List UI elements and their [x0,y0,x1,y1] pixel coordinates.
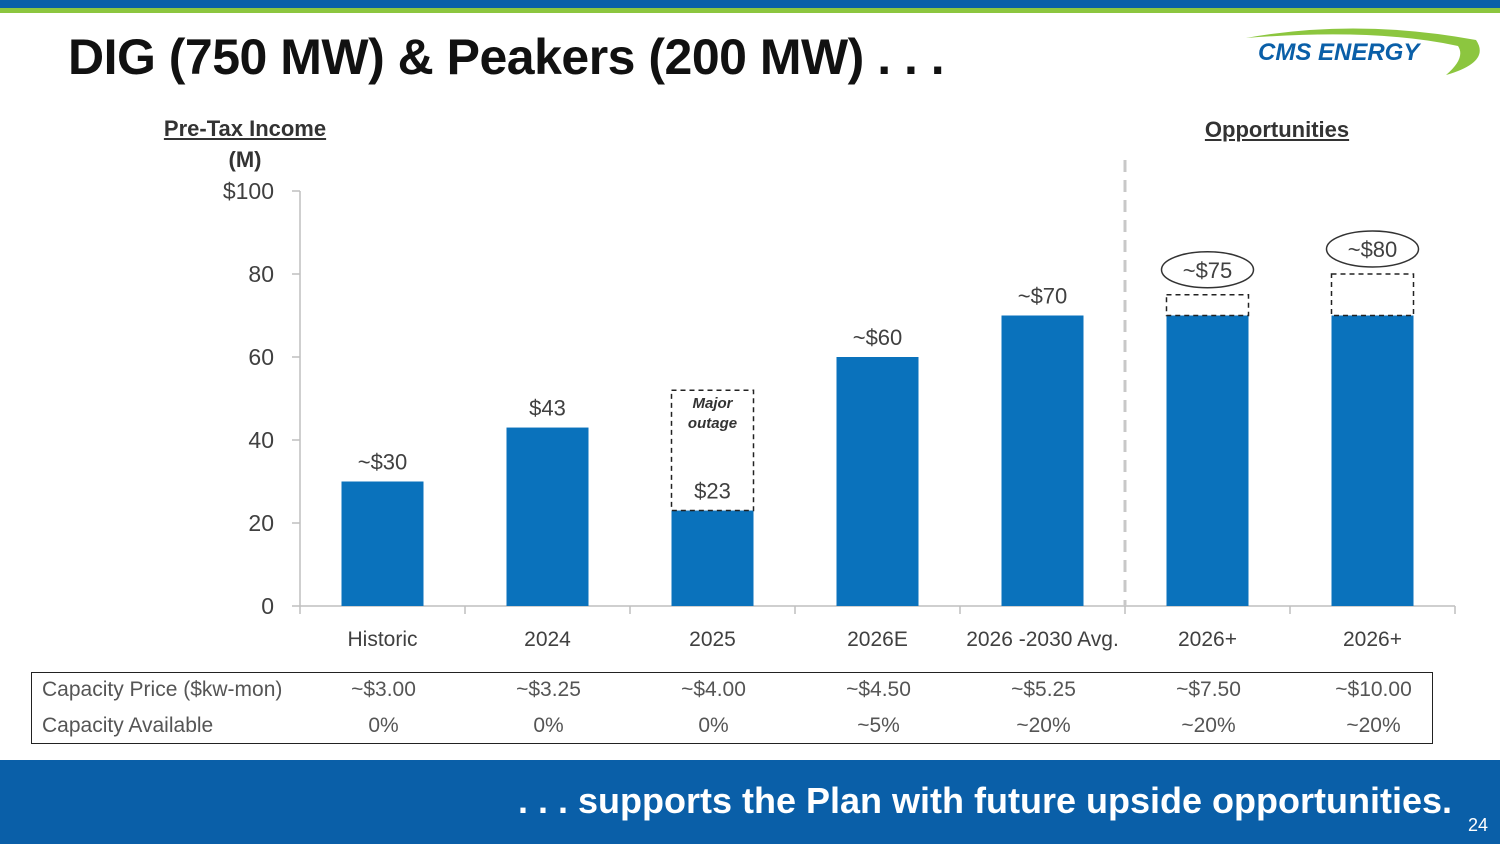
data-label: ~$75 [1183,258,1233,283]
cms-energy-logo: CMS ENERGY [1246,28,1480,76]
capacity-cell: ~20% [1181,714,1236,737]
x-tick-label: Historic [347,628,417,651]
capacity-cell: ~$4.50 [846,678,911,701]
top-accent-stripe [0,8,1500,13]
capacity-table: Capacity Price ($kw-mon) ~$3.00 ~$3.25 ~$4.… [31,672,1433,744]
bar [1166,315,1249,606]
outage-annotation: outage [688,415,737,432]
page-title: DIG (750 MW) & Peakers (200 MW) . . . [68,29,945,85]
capacity-cell: ~$3.25 [516,678,581,701]
capacity-cell: ~$7.50 [1176,678,1241,701]
capacity-cell: ~20% [1346,714,1401,737]
bar [341,481,424,606]
capacity-cell: ~$4.00 [681,678,746,701]
capacity-cell: ~$3.00 [351,678,416,701]
capacity-cell: ~$10.00 [1335,678,1412,701]
outage-annotation: Major [692,395,733,412]
capacity-row-label: Capacity Price ($kw-mon) [42,678,283,701]
upside-box [1330,273,1415,317]
capacity-row-label: Capacity Available [42,714,214,737]
major-outage-box [670,389,755,512]
x-tick-label: 2024 [524,628,571,651]
page-number: 24 [1467,815,1488,835]
y-axis-heading: Pre-Tax Income (M) [145,113,345,175]
data-label: ~$80 [1348,237,1398,262]
upside-box [1165,294,1250,317]
capacity-cell: ~20% [1016,714,1071,737]
capacity-cell: ~$5.25 [1011,678,1076,701]
data-label: ~$60 [853,325,903,350]
opportunities-heading: Opportunities [1204,117,1350,142]
bar [836,357,919,606]
data-label: ~$70 [1018,284,1068,309]
capacity-cell: 0% [698,714,729,737]
y-axis-unit: (M) [228,147,262,172]
x-tick-label: 2026+ [1343,628,1402,651]
y-tick-label: 20 [248,510,274,536]
bar [506,427,589,606]
callout-oval [1160,251,1255,289]
callout-oval [1325,230,1420,268]
footer-banner: . . . supports the Plan with future upsi… [0,760,1500,844]
footer-tagline: . . . supports the Plan with future upsi… [517,780,1452,821]
pre-tax-income-chart: 0 20 40 60 80 $100 Historic ~$30 2024 $43 2025 $23 2… [223,160,1456,651]
x-tick-label: 2025 [689,628,736,651]
bar [1001,315,1084,606]
data-label: $23 [694,479,731,504]
y-tick-label: 80 [248,261,274,287]
y-tick-label: 0 [261,593,274,619]
bar [671,510,754,606]
capacity-cell: ~5% [857,714,900,737]
y-tick-label: 60 [248,344,274,370]
x-tick-label: 2026+ [1178,628,1237,651]
x-tick-label: 2026 -2030 Avg. [966,628,1119,651]
y-tick-label: 40 [248,427,274,453]
y-tick-label: $100 [223,178,274,204]
x-tick-label: 2026E [847,628,908,651]
data-label: $43 [529,396,566,421]
capacity-cell: 0% [533,714,564,737]
capacity-cell: 0% [368,714,399,737]
top-accent-bar [0,0,1500,8]
data-label: ~$30 [358,450,408,475]
svg-text:CMS ENERGY: CMS ENERGY [1258,39,1421,66]
y-axis-title: Pre-Tax Income [163,116,327,141]
bar [1331,315,1414,606]
